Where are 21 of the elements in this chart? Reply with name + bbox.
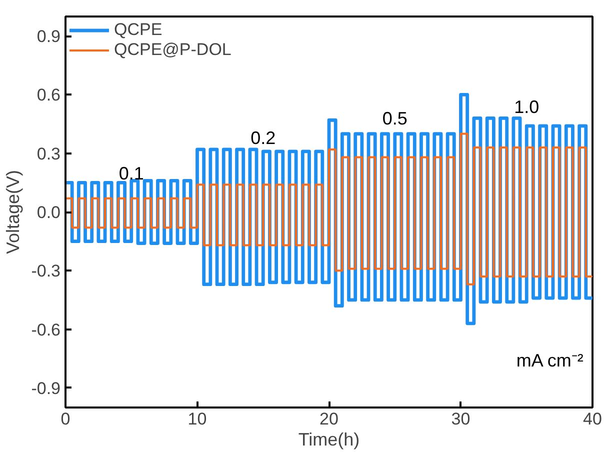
y-tick-label: -0.6 [31,320,61,340]
annotation: 0.2 [250,128,276,148]
annotation: 0.1 [118,163,144,184]
x-tick-label: 20 [320,410,338,428]
annotation: 1.0 [514,96,540,117]
y-tick-label: -0.9 [31,378,61,398]
x-axis-title: Time(h) [298,430,360,450]
annotation: mA cm⁻² [516,350,584,371]
x-tick-label: 10 [188,410,207,428]
legend-label: QCPE@P-DOL [114,40,232,60]
y-tick-label: 0.6 [36,86,61,105]
x-tick-label: 30 [451,410,470,428]
y-axis-title: Voltage(V) [3,170,24,254]
legend-label: QCPE [114,20,162,40]
y-tick-label: 0.9 [36,27,61,46]
y-tick-label: -0.3 [31,262,61,281]
y-tick-label: 0.0 [36,203,61,222]
annotation: 0.5 [382,108,408,129]
x-tick-label: 40 [583,410,602,428]
x-tick-label: 0 [60,410,70,428]
y-tick-label: 0.3 [36,144,61,164]
